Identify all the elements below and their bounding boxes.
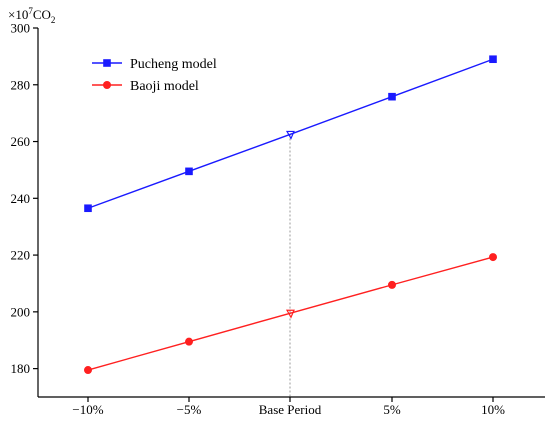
legend-label: Pucheng model bbox=[130, 57, 217, 72]
y-tick-label: 240 bbox=[11, 191, 31, 206]
legend-marker bbox=[103, 59, 111, 67]
y-unit-label: ×107CO2 bbox=[8, 6, 55, 25]
x-axis-ticks: −10% −5% Base Period 5% 10% bbox=[72, 397, 505, 417]
data-point bbox=[489, 253, 497, 262]
y-unit-subscript: 2 bbox=[51, 15, 56, 25]
legend-item: Pucheng model bbox=[92, 57, 217, 72]
x-tick-label: −10% bbox=[72, 402, 103, 417]
series-line bbox=[87, 58, 494, 209]
data-point bbox=[185, 337, 193, 346]
data-point bbox=[185, 167, 193, 176]
x-tick-label: 10% bbox=[481, 402, 505, 417]
series-0 bbox=[84, 55, 497, 213]
legend-label: Baoji model bbox=[130, 79, 199, 94]
data-point bbox=[84, 204, 92, 213]
y-tick-label: 260 bbox=[11, 134, 31, 149]
x-tick-label: Base Period bbox=[259, 402, 322, 417]
series-line bbox=[87, 256, 494, 371]
base-point-marker bbox=[285, 309, 295, 319]
x-tick-label: 5% bbox=[383, 402, 401, 417]
y-tick-label: 200 bbox=[11, 304, 31, 319]
y-tick-label: 300 bbox=[11, 21, 31, 36]
data-point bbox=[388, 280, 396, 289]
y-tick-label: 180 bbox=[11, 361, 31, 376]
data-point bbox=[84, 366, 92, 375]
legend: Pucheng model Baoji model bbox=[92, 57, 217, 94]
legend-marker bbox=[103, 81, 111, 89]
y-unit-exponent: 7 bbox=[28, 6, 33, 16]
y-axis-ticks: 180 200 220 240 260 280 300 bbox=[11, 21, 38, 376]
series-1 bbox=[84, 253, 497, 375]
y-tick-label: 280 bbox=[11, 77, 31, 92]
data-point bbox=[489, 55, 497, 64]
base-point-marker bbox=[285, 130, 295, 140]
y-unit-prefix: ×10 bbox=[8, 7, 28, 22]
y-tick-label: 220 bbox=[11, 248, 31, 263]
series-layer bbox=[84, 55, 497, 375]
y-unit-base: CO bbox=[33, 7, 51, 22]
x-tick-label: −5% bbox=[177, 402, 202, 417]
data-point bbox=[388, 92, 396, 101]
legend-item: Baoji model bbox=[92, 79, 199, 94]
